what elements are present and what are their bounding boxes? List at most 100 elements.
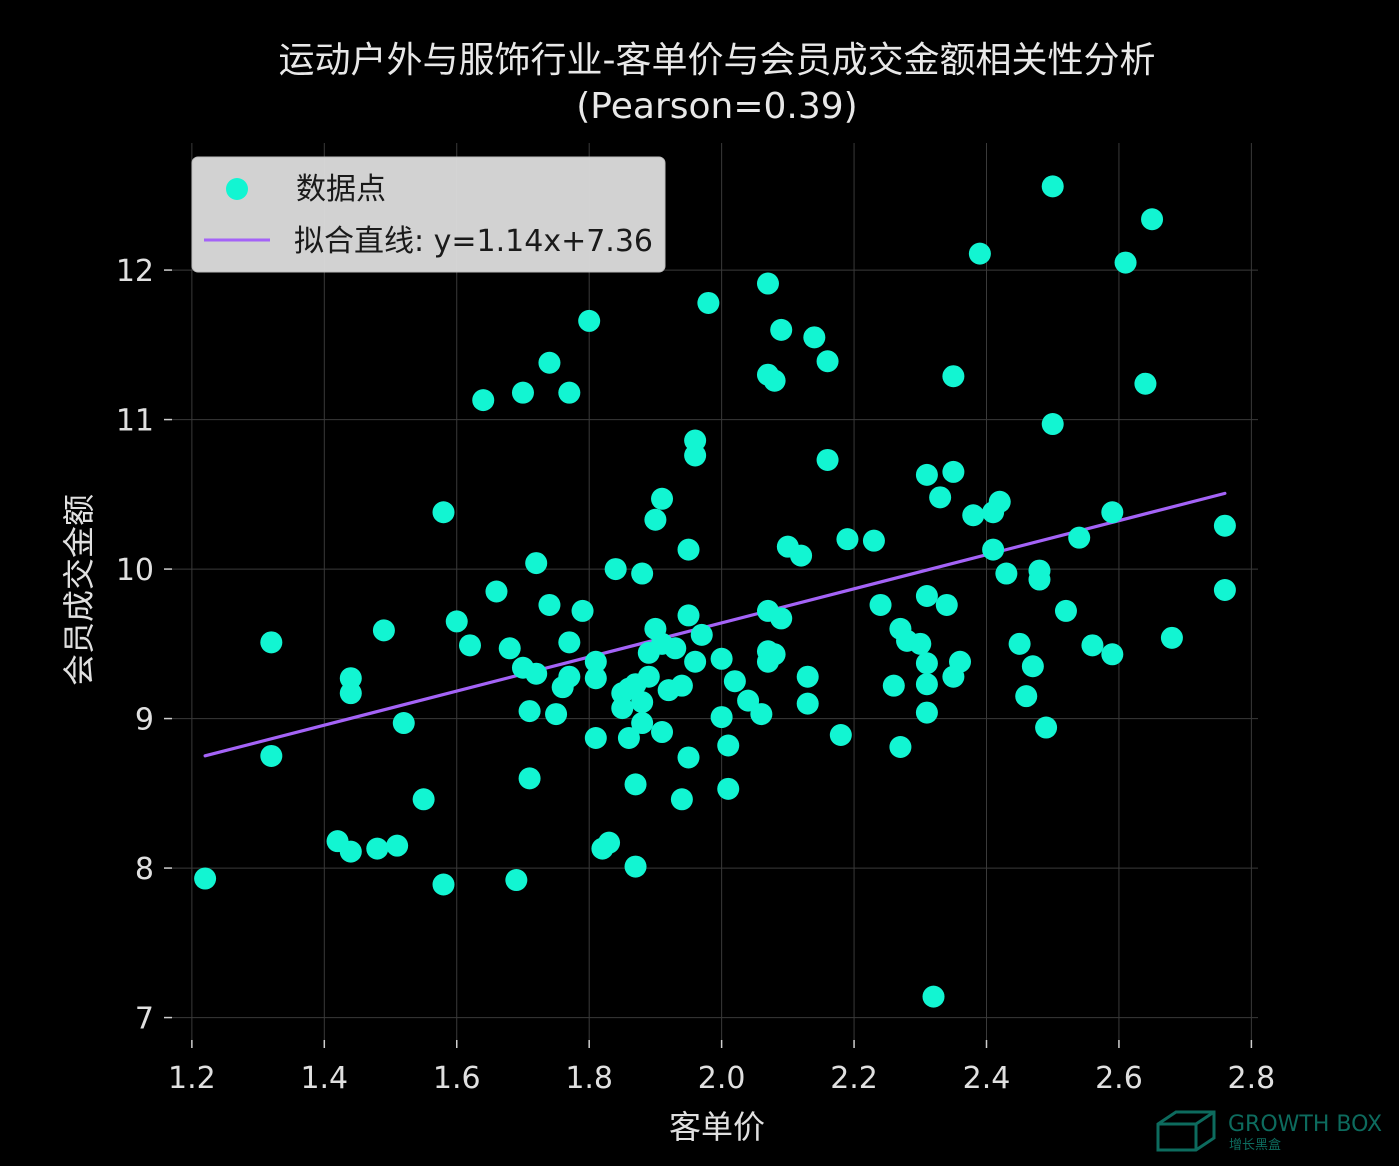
data-point (584, 727, 607, 750)
data-point (1035, 716, 1058, 739)
data-point (445, 610, 468, 633)
data-point (816, 448, 839, 471)
x-tick-label: 1.4 (300, 1061, 348, 1096)
data-point (260, 744, 283, 767)
data-point (472, 389, 495, 412)
data-point (604, 558, 627, 581)
data-point (803, 326, 826, 349)
data-point (717, 777, 740, 800)
data-point (432, 873, 455, 896)
data-point (545, 703, 568, 726)
data-point (260, 631, 283, 654)
data-point (1008, 632, 1031, 655)
data-point (862, 529, 885, 552)
data-point (717, 734, 740, 757)
data-point (651, 487, 674, 510)
chart-title: 运动户外与服饰行业-客单价与会员成交金额相关性分析 (279, 40, 1156, 81)
data-point (750, 703, 773, 726)
y-tick-label: 12 (116, 254, 154, 289)
data-point (770, 607, 793, 630)
data-point (915, 463, 938, 486)
data-point (915, 701, 938, 724)
data-point (677, 604, 700, 627)
watermark-sub: 增长黑盒 (1229, 1137, 1281, 1153)
data-point (710, 647, 733, 670)
data-point (909, 632, 932, 655)
data-point (558, 631, 581, 654)
data-point (631, 691, 654, 714)
data-point (836, 528, 859, 551)
x-axis-label: 客单价 (669, 1108, 765, 1146)
data-point (942, 365, 965, 388)
data-point (644, 508, 667, 531)
x-tick-label: 2.0 (698, 1061, 746, 1096)
data-point (723, 670, 746, 693)
y-tick-label: 7 (135, 1002, 154, 1037)
data-point (1028, 568, 1051, 591)
data-point (624, 855, 647, 878)
data-point (631, 562, 654, 585)
data-point (511, 381, 534, 404)
data-point (677, 746, 700, 769)
y-tick-label: 11 (116, 404, 154, 439)
watermark-logo: GROWTH BOX 增长黑盒 (1156, 1110, 1382, 1153)
data-point (982, 538, 1005, 561)
data-point (1101, 643, 1124, 666)
data-point (1160, 626, 1183, 649)
data-point (816, 350, 839, 373)
data-point (737, 689, 760, 712)
data-point (584, 667, 607, 690)
data-point (796, 665, 819, 688)
data-point (651, 721, 674, 744)
legend: 数据点 拟合直线: y=1.14x+7.36 (191, 156, 666, 273)
box-icon (1156, 1110, 1216, 1152)
data-point (498, 637, 521, 660)
data-point (710, 706, 733, 729)
x-tick-label: 2.6 (1095, 1061, 1143, 1096)
data-point (505, 869, 528, 892)
data-point (1114, 251, 1137, 274)
data-point (386, 834, 409, 857)
data-point (962, 504, 985, 527)
watermark-brand: GROWTH BOX (1228, 1112, 1382, 1137)
data-point (869, 593, 892, 616)
data-point (763, 369, 786, 392)
data-point (796, 692, 819, 715)
data-point (525, 662, 548, 685)
data-point (1068, 526, 1091, 549)
y-tick-label: 9 (135, 703, 154, 738)
data-point (690, 623, 713, 646)
data-point (1041, 413, 1064, 436)
data-point (518, 700, 541, 723)
data-point (617, 727, 640, 750)
data-point (790, 544, 813, 567)
data-point (571, 599, 594, 622)
data-points (194, 175, 1236, 1008)
data-point (1134, 372, 1157, 395)
legend-label-points: 数据点 (296, 172, 386, 207)
data-point (1081, 634, 1104, 657)
data-point (538, 351, 561, 374)
y-tick-label: 8 (135, 852, 154, 887)
data-point (929, 486, 952, 509)
data-point (637, 665, 660, 688)
x-tick-label: 2.8 (1228, 1061, 1276, 1096)
data-point (624, 773, 647, 796)
data-point (670, 674, 693, 697)
data-point (1041, 175, 1064, 198)
data-point (339, 667, 362, 690)
data-point (412, 788, 435, 811)
data-point (194, 867, 217, 890)
data-point (392, 712, 415, 735)
data-point (684, 444, 707, 467)
data-point (1213, 579, 1236, 602)
fit-line-layer (203, 491, 1227, 758)
data-point (1141, 208, 1164, 231)
data-point (995, 562, 1018, 585)
data-point (935, 593, 958, 616)
legend-box (191, 156, 666, 273)
data-point (988, 490, 1011, 513)
data-point (1015, 685, 1038, 708)
x-tick-label: 2.2 (830, 1061, 878, 1096)
